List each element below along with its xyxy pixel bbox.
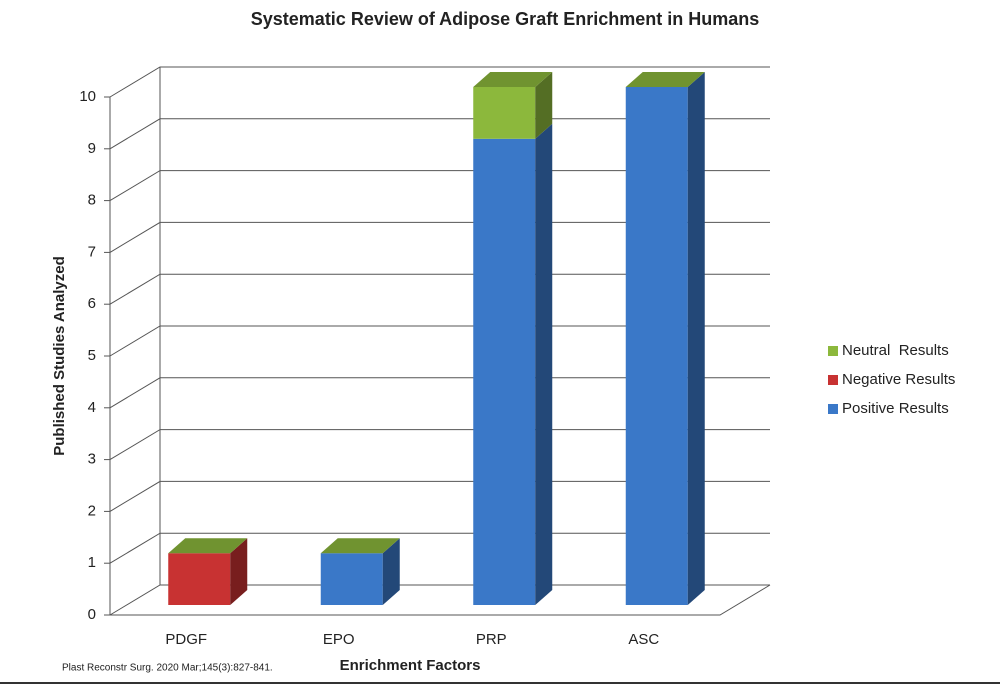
- bar-side: [535, 123, 553, 606]
- bar-side: [687, 72, 705, 605]
- bar-front: [473, 87, 536, 139]
- legend-swatch: [828, 404, 838, 414]
- legend-swatch: [828, 375, 838, 385]
- y-tick-label: 8: [88, 192, 96, 209]
- bar-side: [230, 538, 248, 605]
- x-tick-label: PDGF: [165, 631, 207, 648]
- legend-label: Neutral Results: [842, 342, 949, 359]
- grid-line: [109, 377, 770, 409]
- grid-line: [109, 170, 770, 202]
- floor-edge: [110, 584, 771, 616]
- bar-side: [535, 72, 553, 139]
- bar-front: [168, 553, 231, 605]
- grid-line: [109, 532, 770, 564]
- bar-top: [320, 538, 400, 554]
- x-tick-label: EPO: [323, 631, 355, 648]
- legend-label: Negative Results: [842, 371, 955, 388]
- bar-front: [625, 87, 688, 605]
- grid-line: [109, 118, 770, 150]
- y-tick-label: 1: [88, 554, 96, 571]
- y-tick-label: 9: [88, 140, 96, 157]
- y-tick-label: 2: [88, 502, 96, 519]
- grid-line: [109, 273, 770, 305]
- legend-swatch: [828, 346, 838, 356]
- x-tick-label: ASC: [628, 631, 659, 648]
- grid-line: [109, 66, 770, 98]
- bar-side: [382, 538, 400, 605]
- bar-top: [625, 72, 705, 87]
- y-tick-label: 3: [88, 451, 96, 468]
- grid-line: [109, 584, 770, 616]
- legend-label: Positive Results: [842, 400, 949, 417]
- grid-line: [109, 221, 770, 253]
- grid-line: [109, 325, 770, 357]
- y-tick-label: 4: [88, 399, 96, 416]
- bar-front: [473, 138, 536, 606]
- y-tick-label: 0: [88, 606, 96, 623]
- grid-line: [109, 480, 770, 512]
- x-axis-title: Enrichment Factors: [340, 657, 481, 674]
- y-tick-label: 5: [88, 347, 96, 364]
- y-tick-label: 7: [88, 243, 96, 260]
- bar-top: [168, 538, 248, 554]
- y-tick-label: 10: [79, 88, 96, 105]
- y-axis-title: Published Studies Analyzed: [51, 256, 68, 455]
- chart-title: Systematic Review of Adipose Graft Enric…: [251, 9, 759, 29]
- bar-front: [320, 553, 383, 605]
- bar-top: [473, 72, 553, 87]
- x-tick-label: PRP: [476, 631, 507, 648]
- grid-line: [109, 429, 770, 461]
- y-tick-label: 6: [88, 295, 96, 312]
- source-note: Plast Reconstr Surg. 2020 Mar;145(3):827…: [62, 663, 273, 674]
